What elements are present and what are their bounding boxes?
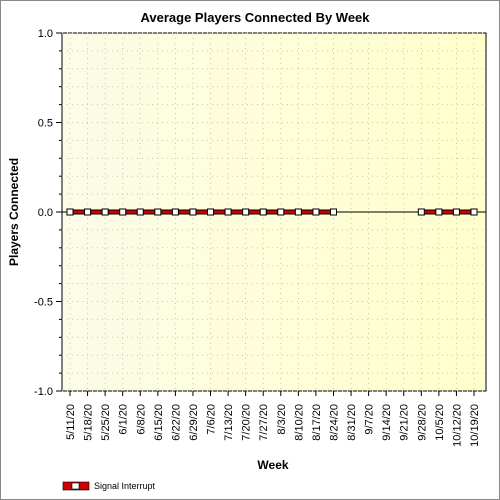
data-point bbox=[171, 208, 179, 216]
x-axis: 5/11/20 5/18/20 5/25/20 6/1/20 6/8/20 6/15/20… bbox=[65, 391, 481, 447]
data-point bbox=[417, 208, 425, 216]
data-point bbox=[207, 208, 215, 216]
data-point bbox=[312, 208, 320, 216]
legend: Signal Interrupt bbox=[62, 479, 155, 493]
x-tick-label: 8/10/20 bbox=[293, 404, 305, 441]
data-point bbox=[470, 208, 478, 216]
x-tick-label: 8/3/20 bbox=[276, 404, 288, 435]
y-axis-label: Players Connected bbox=[7, 158, 21, 266]
x-tick-label: 5/11/20 bbox=[65, 404, 77, 440]
x-tick-label: 6/22/20 bbox=[170, 404, 182, 441]
x-tick-label: 6/8/20 bbox=[135, 404, 147, 435]
y-tick-label: -0.5 bbox=[34, 297, 53, 309]
x-axis-label: Week bbox=[257, 458, 288, 472]
grid bbox=[62, 32, 486, 392]
data-point bbox=[452, 208, 460, 216]
x-tick-label: 5/18/20 bbox=[83, 404, 95, 441]
y-tick-label: 0.5 bbox=[38, 118, 53, 130]
x-tick-label: 10/12/20 bbox=[451, 404, 463, 447]
data-point bbox=[294, 208, 302, 216]
x-tick-label: 7/27/20 bbox=[258, 404, 270, 441]
data-point bbox=[66, 208, 74, 216]
series-signal-interrupt bbox=[66, 208, 478, 216]
data-point bbox=[84, 208, 92, 216]
data-point bbox=[277, 208, 285, 216]
x-tick-label: 10/5/20 bbox=[434, 404, 446, 441]
x-tick-label: 8/24/20 bbox=[328, 404, 340, 441]
x-tick-label: 6/29/20 bbox=[188, 404, 200, 441]
x-tick-label: 8/17/20 bbox=[311, 404, 323, 441]
x-tick-label: 9/14/20 bbox=[381, 404, 393, 441]
legend-label: Signal Interrupt bbox=[94, 481, 156, 491]
legend-swatch bbox=[62, 481, 90, 491]
x-tick-label: 7/6/20 bbox=[206, 404, 218, 435]
data-point bbox=[224, 208, 232, 216]
data-point bbox=[101, 208, 109, 216]
x-tick-label: 10/19/20 bbox=[469, 404, 481, 447]
data-point bbox=[259, 208, 267, 216]
chart-title: Average Players Connected By Week bbox=[140, 10, 370, 25]
y-tick-label: 0.0 bbox=[38, 207, 53, 219]
x-tick-label: 5/25/20 bbox=[100, 404, 112, 441]
y-tick-label: 1.0 bbox=[38, 28, 53, 40]
x-tick-label: 8/31/20 bbox=[346, 404, 358, 441]
y-axis: 1.0 0.5 0.0 -0.5 -1.0 bbox=[34, 28, 62, 398]
data-point bbox=[189, 208, 197, 216]
data-point bbox=[435, 208, 443, 216]
y-tick-label: -1.0 bbox=[34, 386, 53, 398]
x-tick-label: 7/20/20 bbox=[241, 404, 253, 441]
x-tick-label: 6/15/20 bbox=[153, 404, 165, 441]
data-point bbox=[136, 208, 144, 216]
x-tick-label: 9/21/20 bbox=[399, 404, 411, 441]
data-point bbox=[119, 208, 127, 216]
data-point bbox=[154, 208, 162, 216]
x-tick-label: 7/13/20 bbox=[223, 404, 235, 441]
x-tick-label: 9/7/20 bbox=[364, 404, 376, 435]
x-tick-label: 9/28/20 bbox=[416, 404, 428, 441]
x-tick-label: 6/1/20 bbox=[118, 404, 130, 435]
data-point bbox=[242, 208, 250, 216]
data-point bbox=[329, 208, 337, 216]
